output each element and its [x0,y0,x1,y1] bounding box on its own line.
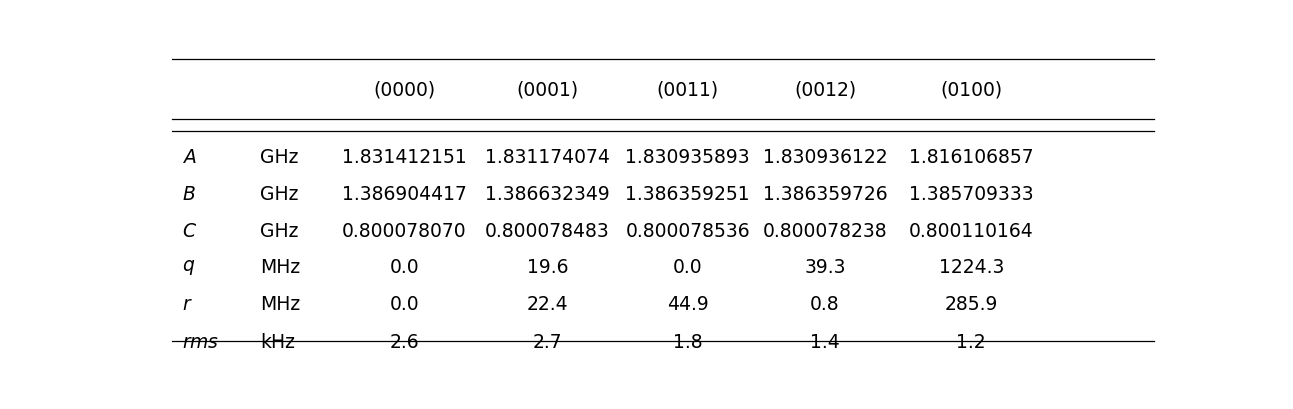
Text: GHz: GHz [260,184,299,203]
Text: 44.9: 44.9 [667,294,709,313]
Text: 1.386359251: 1.386359251 [626,184,750,203]
Text: 0.0: 0.0 [389,258,419,276]
Text: 22.4: 22.4 [526,294,568,313]
Text: 1.831174074: 1.831174074 [485,148,610,167]
Text: 0.800078070: 0.800078070 [341,221,467,240]
Text: $\mathit{r}$: $\mathit{r}$ [181,294,193,313]
Text: 1.386359726: 1.386359726 [763,184,887,203]
Text: 39.3: 39.3 [804,258,846,276]
Text: MHz: MHz [260,258,300,276]
Text: 1.816106857: 1.816106857 [909,148,1033,167]
Text: $\mathit{B}$: $\mathit{B}$ [181,184,195,203]
Text: 1.8: 1.8 [672,332,702,351]
Text: 1.4: 1.4 [811,332,840,351]
Text: 19.6: 19.6 [526,258,568,276]
Text: kHz: kHz [260,332,295,351]
Text: (0012): (0012) [794,81,856,99]
Text: 1.386904417: 1.386904417 [341,184,467,203]
Text: 0.8: 0.8 [811,294,840,313]
Text: (0001): (0001) [516,81,578,99]
Text: 1.386632349: 1.386632349 [485,184,610,203]
Text: 0.800110164: 0.800110164 [909,221,1033,240]
Text: 1.831412151: 1.831412151 [341,148,467,167]
Text: (0000): (0000) [374,81,436,99]
Text: 1.830935893: 1.830935893 [626,148,750,167]
Text: 1.385709333: 1.385709333 [909,184,1033,203]
Text: MHz: MHz [260,294,300,313]
Text: (0100): (0100) [940,81,1002,99]
Text: GHz: GHz [260,148,299,167]
Text: $\mathit{rms}$: $\mathit{rms}$ [181,332,219,351]
Text: 0.800078238: 0.800078238 [763,221,887,240]
Text: 1224.3: 1224.3 [939,258,1003,276]
Text: 285.9: 285.9 [945,294,998,313]
Text: GHz: GHz [260,221,299,240]
Text: 2.6: 2.6 [389,332,419,351]
Text: 0.0: 0.0 [389,294,419,313]
Text: 2.7: 2.7 [533,332,562,351]
Text: $\mathit{C}$: $\mathit{C}$ [181,221,197,240]
Text: $\mathit{q}$: $\mathit{q}$ [181,258,195,276]
Text: 0.800078536: 0.800078536 [626,221,750,240]
Text: 0.0: 0.0 [672,258,702,276]
Text: 1.830936122: 1.830936122 [763,148,887,167]
Text: (0011): (0011) [657,81,719,99]
Text: 0.800078483: 0.800078483 [485,221,610,240]
Text: $\mathit{A}$: $\mathit{A}$ [181,148,197,167]
Text: 1.2: 1.2 [957,332,987,351]
